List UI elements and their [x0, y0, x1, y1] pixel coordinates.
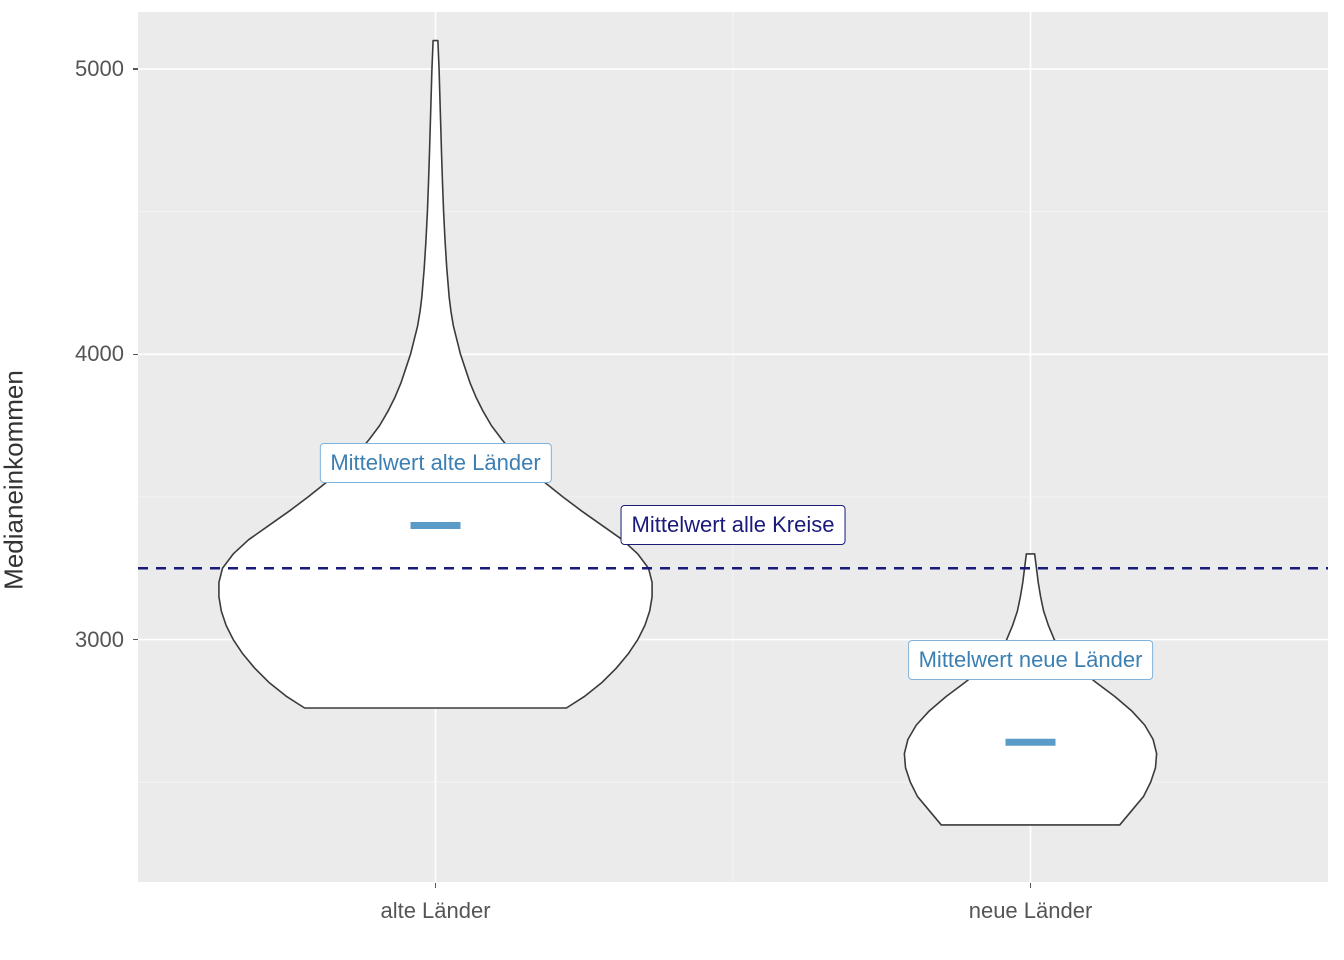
y-tick-label: 5000: [75, 56, 124, 82]
group-mean-label: Mittelwert neue Länder: [908, 640, 1154, 680]
x-tick-label: neue Länder: [969, 898, 1093, 924]
y-tick-label: 4000: [75, 341, 124, 367]
x-tick-mark: [435, 883, 436, 888]
y-axis-label: Medianeinkommen: [0, 370, 30, 590]
x-tick-mark: [1030, 883, 1031, 888]
group-mean-label: Mittelwert alte Länder: [319, 443, 551, 483]
x-tick-label: alte Länder: [380, 898, 490, 924]
y-tick-labels: 3000 4000 5000: [60, 12, 130, 882]
plot-panel: Mittelwert alte Länder Mittelwert neue Lä…: [138, 12, 1328, 882]
chart-container: Medianeinkommen 3000 4000 5000 Mittelwert …: [0, 0, 1344, 960]
plot-svg: [138, 12, 1328, 882]
overall-mean-label: Mittelwert alle Kreise: [621, 505, 846, 545]
y-tick-label: 3000: [75, 627, 124, 653]
x-axis-labels: alte Länder neue Länder: [138, 890, 1328, 930]
